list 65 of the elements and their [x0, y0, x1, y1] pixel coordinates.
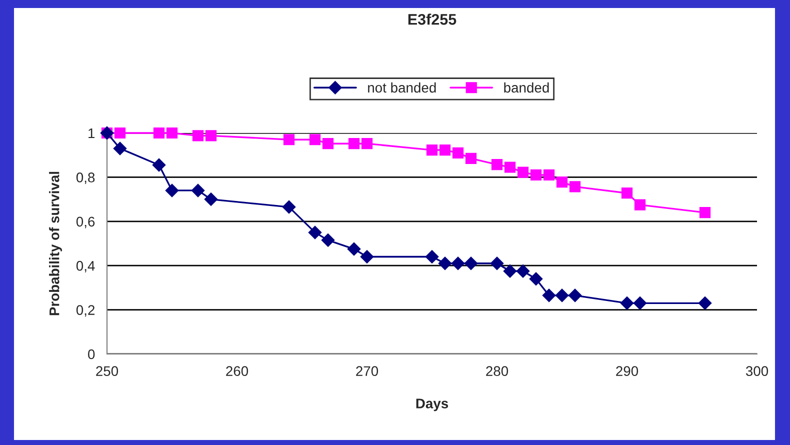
x-tick-label: 260 [226, 366, 248, 376]
y-tick-label: 1 [88, 128, 95, 138]
point [452, 147, 464, 158]
point [491, 159, 503, 170]
point [321, 234, 335, 247]
point [309, 134, 321, 146]
point [529, 272, 543, 286]
x-tick-label: 280 [486, 366, 508, 376]
point [543, 169, 555, 181]
point [530, 169, 542, 181]
point [490, 256, 504, 270]
point [426, 144, 438, 156]
point [698, 296, 712, 310]
point [282, 200, 296, 214]
x-tick-label: 290 [616, 366, 638, 376]
y-tick-label: 0 [88, 349, 95, 360]
point [633, 296, 647, 310]
point [166, 127, 178, 139]
point [192, 130, 204, 142]
point [699, 207, 711, 218]
point [634, 199, 646, 210]
y-tick-label: 0,6 [76, 216, 95, 228]
point [113, 142, 127, 156]
y-axis-title: Probability of survival [49, 172, 62, 316]
point [348, 138, 360, 150]
point [621, 188, 633, 199]
point [465, 152, 477, 164]
point [283, 134, 295, 146]
point [517, 166, 529, 178]
point [568, 288, 582, 302]
point [504, 162, 516, 173]
y-tick-label: 0,2 [76, 305, 94, 317]
legend-label: banded [504, 82, 549, 93]
x-tick-label: 300 [746, 366, 768, 376]
point [191, 184, 205, 198]
x-tick-label: 270 [356, 366, 378, 376]
point [308, 226, 322, 240]
chart-title: E3f255 [408, 14, 456, 25]
legend-label: not banded [368, 82, 436, 93]
point [503, 264, 517, 278]
point [205, 130, 217, 142]
point [555, 288, 569, 302]
point [451, 256, 465, 270]
point [439, 144, 451, 156]
point [556, 176, 568, 188]
point [425, 250, 439, 264]
point [438, 256, 452, 270]
x-tick-label: 250 [96, 366, 118, 376]
x-axis-title: Days [416, 398, 448, 412]
point [322, 138, 334, 150]
point [360, 250, 374, 264]
y-tick-label: 0,8 [76, 172, 95, 184]
point [516, 264, 530, 278]
y-tick-label: 0,4 [76, 260, 95, 272]
point [347, 242, 361, 256]
point [464, 256, 478, 270]
point [153, 127, 165, 139]
point [152, 158, 166, 172]
point [361, 138, 373, 150]
point [165, 184, 179, 198]
point [204, 192, 218, 206]
point [542, 288, 556, 302]
point [569, 181, 581, 192]
point [114, 127, 126, 139]
point [620, 296, 634, 310]
